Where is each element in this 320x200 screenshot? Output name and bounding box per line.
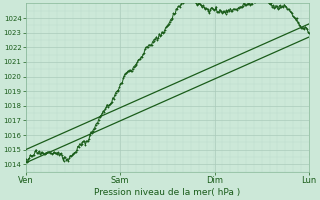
X-axis label: Pression niveau de la mer( hPa ): Pression niveau de la mer( hPa ) xyxy=(94,188,240,197)
